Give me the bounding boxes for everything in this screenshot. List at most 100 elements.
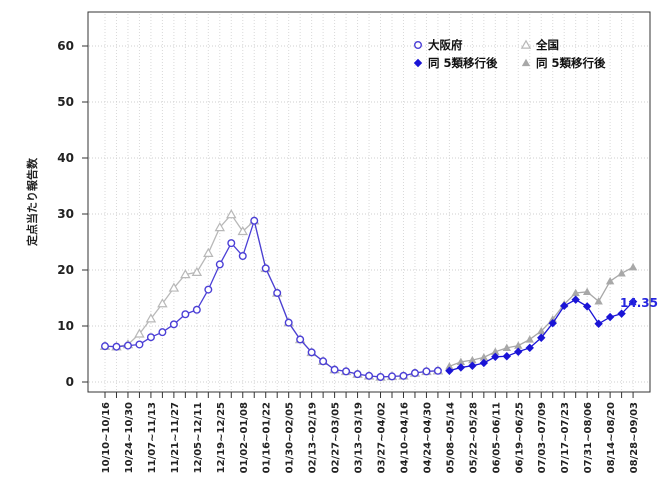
data-point [203, 247, 214, 257]
x-tick-label: 05/22~05/28 [468, 402, 479, 473]
legend-marker-osaka [414, 41, 423, 50]
data-point [146, 333, 155, 342]
data-point [410, 369, 419, 378]
x-tick-label: 04/24~04/30 [422, 402, 433, 473]
data-point [468, 361, 477, 370]
data-point [181, 310, 190, 319]
x-tick-label: 03/27~04/02 [377, 402, 388, 473]
legend-symbol [520, 39, 532, 49]
data-point [353, 370, 362, 379]
data-point [560, 301, 569, 311]
data-point [237, 225, 248, 236]
y-tick-label: 50 [57, 95, 74, 109]
data-point [169, 320, 178, 329]
y-tick-label: 10 [57, 319, 74, 333]
data-point [445, 362, 454, 370]
grid [89, 14, 649, 390]
data-point [100, 342, 109, 351]
data-point [433, 366, 442, 375]
data-point [537, 333, 546, 342]
data-point [123, 341, 132, 350]
legend-label-osaka-post: 同 5類移行後 [428, 56, 498, 70]
y-tick-label: 40 [57, 151, 74, 165]
x-tick-label: 11/21~11/27 [170, 402, 181, 473]
data-point [376, 372, 385, 381]
legend: 大阪府 全国 同 5類移行後 同 5類移行後 [413, 38, 606, 70]
x-tick-label: 11/07~11/13 [147, 402, 158, 473]
legend-marker-national-post [521, 58, 531, 67]
series-national [99, 209, 444, 381]
data-point [445, 366, 454, 375]
data-point [180, 269, 191, 279]
x-tick-label: 08/28~09/03 [629, 402, 640, 473]
data-point [365, 371, 374, 380]
data-point [158, 328, 167, 337]
y-axis: 0 10 20 30 40 50 60 [57, 39, 88, 389]
data-point [226, 209, 237, 219]
x-tick-label: 05/08~05/14 [445, 402, 456, 473]
data-point [192, 305, 201, 314]
data-point [479, 358, 489, 368]
legend-label-osaka: 大阪府 [428, 38, 463, 52]
data-point [537, 326, 546, 335]
data-point [214, 222, 226, 232]
data-point [491, 347, 500, 355]
end-value-label: 14.35 [620, 296, 658, 310]
x-tick-label: 02/27~03/05 [331, 402, 342, 473]
x-tick-label: 07/03~07/09 [537, 402, 548, 473]
data-point [605, 312, 615, 322]
data-point [319, 357, 328, 366]
data-point [502, 343, 511, 351]
data-point [582, 302, 592, 311]
legend-label-national: 全国 [535, 38, 559, 52]
data-point [514, 347, 523, 356]
y-tick-label: 20 [57, 263, 74, 277]
y-axis-label: 定点当たり報告数 [25, 157, 39, 246]
data-point [191, 266, 203, 276]
data-point [456, 357, 466, 365]
x-tick-label: 06/05~06/11 [491, 402, 502, 473]
x-tick-label: 08/14~08/20 [606, 402, 617, 473]
data-point [525, 343, 534, 353]
data-point [525, 335, 534, 343]
data-point [502, 352, 511, 361]
legend-symbol [413, 58, 423, 68]
data-point [215, 260, 224, 269]
data-point [422, 367, 431, 376]
x-tick-label: 03/13~03/19 [354, 402, 365, 473]
data-point [548, 319, 557, 328]
x-tick-label: 10/10~10/16 [101, 402, 112, 473]
data-point [571, 288, 580, 297]
legend-label-national-post: 同 5類移行後 [536, 56, 606, 70]
x-tick-label: 06/19~06/25 [514, 402, 525, 473]
series-osaka-post [445, 295, 638, 375]
data-point [617, 269, 626, 277]
data-point [594, 319, 603, 328]
data-point [330, 365, 339, 374]
data-point [227, 239, 236, 248]
legend-marker-osaka-post [413, 58, 423, 68]
legend-symbol [521, 58, 531, 67]
x-tick-label: 02/13~02/19 [308, 402, 319, 473]
data-point [479, 353, 489, 361]
data-point [157, 298, 168, 308]
data-point [342, 367, 351, 376]
series-osaka [100, 216, 442, 381]
data-point [628, 263, 638, 271]
data-point [145, 313, 157, 323]
data-point [605, 277, 615, 285]
x-axis: 10/10~10/16 10/24~10/30 11/07~11/13 11/21~1… [101, 392, 640, 473]
data-point [571, 295, 580, 304]
x-tick-label: 12/05~12/11 [193, 402, 204, 473]
data-point [582, 287, 592, 295]
data-point [135, 340, 144, 349]
data-point [617, 309, 626, 318]
data-point [307, 348, 316, 357]
x-tick-label: 07/17~07/23 [560, 402, 571, 473]
data-point [168, 282, 180, 292]
series-national-post [445, 263, 638, 370]
data-point [399, 371, 408, 380]
x-tick-label: 01/16~01/22 [262, 402, 273, 473]
data-point [388, 372, 397, 381]
